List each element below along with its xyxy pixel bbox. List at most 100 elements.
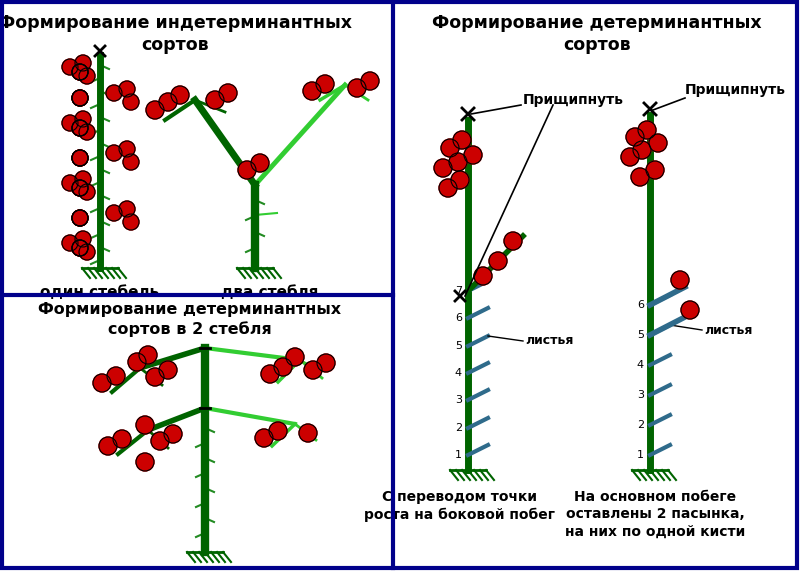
Circle shape — [72, 180, 88, 196]
Circle shape — [464, 146, 482, 164]
Text: 2: 2 — [637, 420, 644, 430]
Text: один стебель: один стебель — [41, 285, 159, 300]
Circle shape — [72, 90, 88, 106]
Circle shape — [633, 141, 651, 159]
Circle shape — [304, 361, 322, 379]
Text: 3: 3 — [637, 390, 644, 400]
Circle shape — [128, 353, 146, 371]
Circle shape — [171, 86, 189, 104]
Circle shape — [136, 416, 154, 434]
Circle shape — [441, 139, 459, 157]
Circle shape — [75, 231, 91, 247]
Circle shape — [62, 235, 78, 251]
Circle shape — [72, 210, 88, 226]
Circle shape — [159, 361, 177, 379]
Circle shape — [79, 244, 95, 260]
Circle shape — [434, 159, 452, 177]
Circle shape — [449, 153, 467, 171]
Circle shape — [317, 354, 335, 372]
Text: 1: 1 — [455, 450, 462, 460]
Circle shape — [106, 145, 122, 161]
Circle shape — [75, 55, 91, 71]
Circle shape — [649, 134, 667, 152]
Circle shape — [72, 240, 88, 256]
Circle shape — [72, 210, 88, 226]
Text: С переводом точки
роста на боковой побег: С переводом точки роста на боковой побег — [365, 490, 555, 522]
Text: 6: 6 — [455, 313, 462, 323]
Circle shape — [638, 121, 656, 139]
Circle shape — [72, 210, 88, 226]
Text: 3: 3 — [455, 395, 462, 405]
Circle shape — [72, 90, 88, 106]
Circle shape — [348, 79, 366, 97]
Circle shape — [269, 422, 287, 440]
Text: 5: 5 — [455, 341, 462, 351]
Circle shape — [261, 365, 279, 383]
Circle shape — [113, 430, 131, 448]
Circle shape — [72, 120, 88, 136]
Circle shape — [286, 348, 304, 366]
Circle shape — [75, 171, 91, 187]
Text: 4: 4 — [455, 368, 462, 378]
Circle shape — [626, 128, 644, 146]
Text: два стебля: два стебля — [222, 285, 318, 300]
Circle shape — [106, 85, 122, 101]
Circle shape — [489, 252, 507, 270]
Circle shape — [206, 91, 224, 109]
Circle shape — [146, 368, 164, 386]
Circle shape — [303, 82, 321, 100]
Text: Формирование детерминантных
сортов: Формирование детерминантных сортов — [432, 14, 762, 54]
Circle shape — [146, 101, 164, 119]
Circle shape — [136, 453, 154, 471]
Circle shape — [119, 81, 135, 97]
Circle shape — [123, 154, 139, 170]
Circle shape — [139, 346, 157, 364]
Circle shape — [93, 374, 111, 392]
Circle shape — [99, 437, 117, 455]
Text: Прищипнуть: Прищипнуть — [685, 83, 786, 97]
Text: Прищипнуть: Прищипнуть — [523, 93, 624, 107]
Circle shape — [164, 425, 182, 443]
Circle shape — [72, 180, 88, 196]
Circle shape — [79, 124, 95, 140]
Text: листья: листья — [704, 324, 752, 336]
Circle shape — [72, 90, 88, 106]
Circle shape — [671, 271, 689, 289]
Circle shape — [79, 184, 95, 200]
Circle shape — [151, 432, 169, 450]
Text: 1: 1 — [637, 450, 644, 460]
Text: На основном побеге
оставлены 2 пасынка,
на них по одной кисти: На основном побеге оставлены 2 пасынка, … — [565, 490, 745, 538]
Circle shape — [72, 150, 88, 166]
Text: 4: 4 — [637, 360, 644, 370]
Circle shape — [72, 120, 88, 136]
Text: 7: 7 — [455, 286, 462, 296]
Circle shape — [123, 214, 139, 230]
Circle shape — [316, 75, 334, 93]
Circle shape — [251, 154, 269, 172]
Circle shape — [451, 171, 469, 189]
Circle shape — [72, 150, 88, 166]
Circle shape — [453, 131, 471, 149]
Circle shape — [474, 267, 492, 285]
Circle shape — [62, 59, 78, 75]
Circle shape — [75, 111, 91, 127]
Circle shape — [238, 161, 256, 179]
Circle shape — [255, 429, 273, 447]
Circle shape — [72, 240, 88, 256]
Circle shape — [631, 168, 649, 186]
Circle shape — [439, 179, 457, 197]
Circle shape — [299, 424, 317, 442]
Circle shape — [72, 120, 88, 136]
Circle shape — [106, 205, 122, 221]
Circle shape — [107, 367, 125, 385]
Text: 2: 2 — [455, 423, 462, 433]
Circle shape — [219, 84, 237, 102]
Text: листья: листья — [525, 335, 574, 348]
Circle shape — [62, 115, 78, 131]
Text: Формирование индетерминантных
сортов: Формирование индетерминантных сортов — [0, 14, 352, 54]
Circle shape — [72, 240, 88, 256]
Circle shape — [119, 141, 135, 157]
Circle shape — [72, 64, 88, 80]
Circle shape — [72, 180, 88, 196]
Circle shape — [79, 68, 95, 84]
